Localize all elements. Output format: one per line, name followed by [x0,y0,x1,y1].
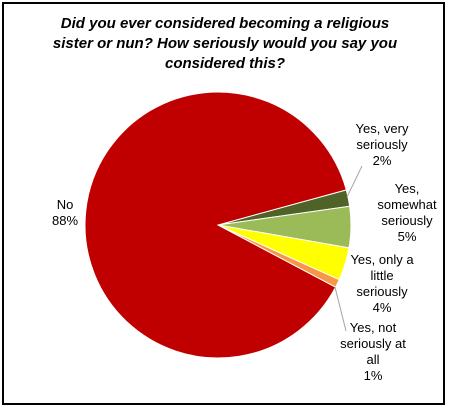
data-label-1-line-3: 5% [398,229,417,244]
data-label-1: Yes, somewhat seriously 5% [377,181,437,244]
pie-slice-4 [84,91,347,359]
data-label-2-line-3: 4% [373,300,392,315]
data-label-3: Yes, not seriously at all 1% [340,320,406,383]
data-label-3-line-0: Yes, not [350,320,397,335]
data-label-0-line-2: 2% [373,153,392,168]
leader-line-3 [334,286,347,332]
chart-title-line-1: Did you ever considered becoming a relig… [60,15,390,32]
data-label-3-line-2: all [366,352,379,367]
data-label-1-line-2: seriously [381,213,433,228]
data-label-2: Yes, only a little seriously 4% [350,252,414,315]
data-label-0-line-0: Yes, very [356,121,409,136]
data-label-2-line-0: Yes, only a [350,252,414,267]
data-label-3-line-1: seriously at [340,336,406,351]
data-label-0: Yes, very seriously 2% [356,121,409,168]
data-label-4-line-1: 88% [52,213,78,228]
data-label-4-line-0: No [57,197,74,212]
chart-title: Did you ever considered becoming a relig… [40,14,410,74]
data-label-4: No 88% [52,197,78,228]
chart-title-line-2: sister or nun? How seriously would you s… [52,35,398,52]
data-label-2-line-2: seriously [356,284,408,299]
data-label-1-line-1: somewhat [377,197,437,212]
data-label-2-line-1: little [370,268,393,283]
chart-title-line-3: considered this? [164,55,286,72]
leader-line-0 [346,165,363,198]
data-label-3-line-3: 1% [364,368,383,383]
data-label-0-line-1: seriously [356,137,408,152]
data-label-1-line-0: Yes, [395,181,420,196]
